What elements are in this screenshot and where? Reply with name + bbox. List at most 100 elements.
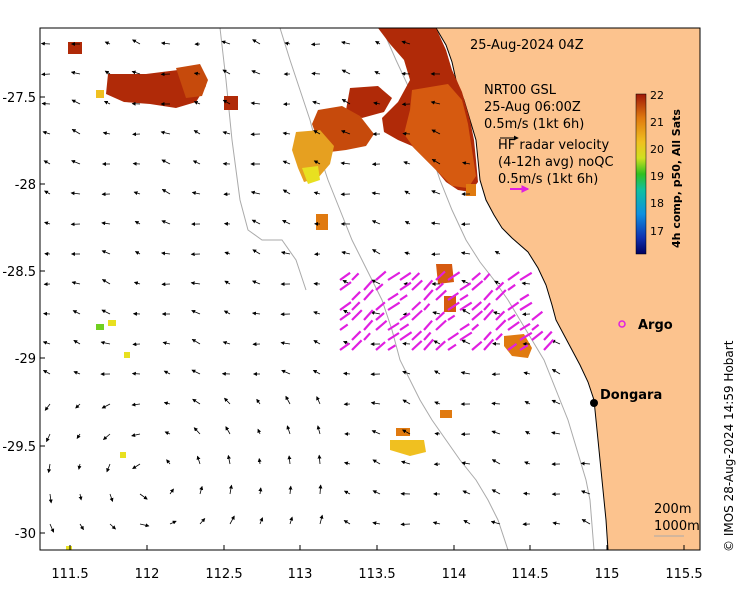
- lon-tick: 115.5: [665, 567, 702, 582]
- current-vector: [224, 251, 231, 256]
- current-vector: [222, 99, 231, 105]
- current-vector: [311, 71, 321, 76]
- current-vector: [224, 397, 231, 405]
- hf-vector: [435, 319, 447, 331]
- dongara-marker: [590, 399, 598, 407]
- current-vector: [372, 521, 381, 526]
- current-vector: [222, 130, 231, 135]
- hf-vector: [471, 310, 484, 321]
- hf-vector: [471, 272, 482, 281]
- lon-tick: 111.5: [51, 567, 88, 582]
- lon-tick: 112: [135, 567, 160, 582]
- current-vector: [131, 70, 141, 75]
- current-vector: [229, 515, 235, 525]
- current-vector: [433, 340, 441, 345]
- current-vector: [222, 340, 231, 345]
- hf-vector: [363, 332, 371, 341]
- current-vector: [310, 42, 321, 47]
- hf-vector: [339, 271, 351, 281]
- hf-vector: [435, 282, 444, 291]
- current-vector: [341, 250, 351, 255]
- current-vector: [42, 369, 51, 375]
- current-vector: [163, 370, 171, 375]
- current-vector: [259, 517, 264, 525]
- hf-vector: [351, 301, 361, 311]
- current-vector: [400, 522, 411, 527]
- current-vector: [404, 251, 411, 256]
- current-vector: [257, 457, 262, 465]
- colorbar-tick: 21: [650, 116, 664, 129]
- current-vector: [580, 461, 591, 466]
- current-vector: [372, 459, 381, 465]
- current-vector: [462, 161, 471, 166]
- lon-tick: 115: [595, 567, 620, 582]
- current-vector: [404, 221, 411, 225]
- current-vector: [313, 130, 321, 135]
- current-vector: [139, 523, 150, 528]
- hf-vector: [519, 344, 529, 351]
- current-vector: [463, 519, 471, 525]
- hf-vector: [471, 280, 484, 291]
- hf-vector: [423, 289, 434, 301]
- hf-vector: [447, 314, 456, 321]
- hf-vector: [351, 309, 363, 321]
- current-vector: [133, 191, 141, 196]
- current-vector: [199, 517, 206, 525]
- current-vector: [169, 488, 174, 495]
- hf-vector: [495, 319, 507, 331]
- current-vector: [139, 493, 148, 500]
- current-vector: [287, 455, 292, 465]
- current-vector: [432, 311, 441, 315]
- hf-vector: [411, 279, 423, 291]
- current-vector: [73, 340, 81, 345]
- current-vector: [521, 281, 531, 286]
- colorbar-tick: 20: [650, 143, 664, 156]
- current-vector: [102, 433, 111, 441]
- current-vector: [71, 99, 81, 105]
- current-vector: [193, 130, 201, 135]
- lon-tick: 113.5: [358, 567, 395, 582]
- current-vector: [193, 71, 201, 76]
- map-border: [39, 27, 701, 551]
- colorbar-tick: 17: [650, 225, 664, 238]
- hf-vector: [471, 301, 483, 311]
- current-vector: [131, 402, 141, 407]
- hf-vector: [483, 338, 495, 351]
- current-vector: [318, 484, 323, 495]
- current-vector: [402, 370, 411, 375]
- current-vector: [40, 41, 51, 46]
- colorbar-tick: 19: [650, 170, 664, 183]
- hf-vector: [411, 309, 423, 321]
- current-vector: [256, 398, 261, 405]
- current-vector: [523, 491, 531, 496]
- current-vector: [341, 69, 351, 75]
- hf-vector: [423, 338, 435, 351]
- current-vector: [73, 370, 81, 375]
- hf-vector: [519, 293, 530, 301]
- hf-vector: [531, 310, 544, 321]
- current-vector: [70, 70, 81, 75]
- current-vector: [524, 461, 531, 466]
- current-vector: [222, 69, 231, 75]
- hf-vector: [447, 301, 460, 311]
- hf-vector: [483, 272, 491, 281]
- depth-label-200: 200m: [654, 502, 691, 517]
- current-vector: [166, 459, 171, 465]
- lat-tick: -28.5: [2, 265, 36, 280]
- current-vector: [71, 129, 81, 135]
- hf-vector: [495, 333, 503, 341]
- current-vector: [251, 280, 261, 285]
- current-vector: [106, 463, 111, 473]
- current-vector: [101, 403, 111, 409]
- depth-label-1000: 1000m: [654, 519, 700, 534]
- legend-gsl-title: NRT00 GSL: [484, 83, 557, 98]
- current-vector: [223, 310, 231, 315]
- current-vector: [434, 401, 441, 406]
- hf-vector: [483, 331, 492, 341]
- current-vector: [44, 190, 51, 195]
- lon-tick: 113: [288, 567, 313, 582]
- current-vector: [104, 41, 111, 46]
- current-vector: [250, 101, 261, 106]
- current-vector: [491, 430, 501, 435]
- current-vector: [552, 521, 561, 526]
